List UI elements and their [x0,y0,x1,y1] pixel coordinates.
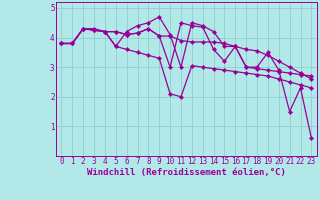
X-axis label: Windchill (Refroidissement éolien,°C): Windchill (Refroidissement éolien,°C) [87,168,286,177]
